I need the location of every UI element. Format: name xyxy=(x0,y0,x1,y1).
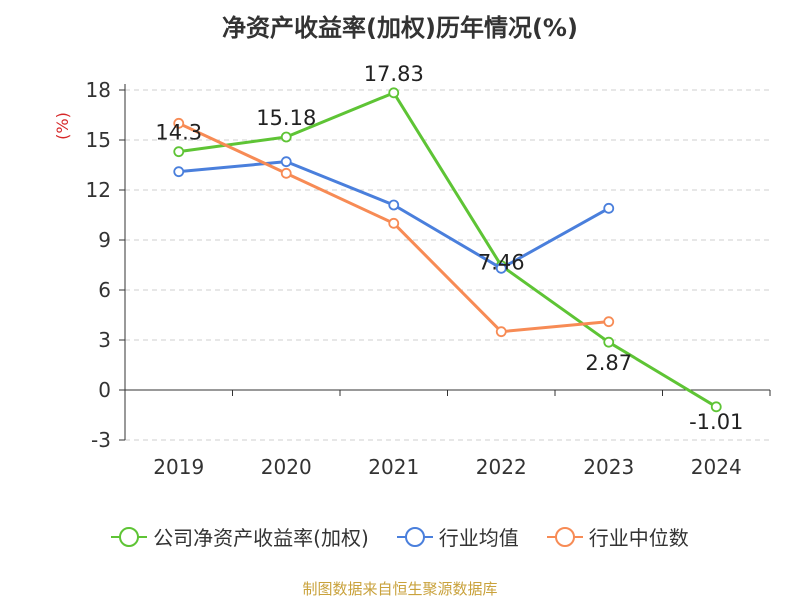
x-tick-label: 2023 xyxy=(583,455,634,479)
legend-label: 行业中位数 xyxy=(588,526,689,550)
data-point[interactable] xyxy=(173,166,185,178)
x-tick-label: 2019 xyxy=(153,455,204,479)
legend-marker-icon xyxy=(396,526,433,548)
data-point[interactable] xyxy=(388,199,400,211)
chart-legend: 公司净资产收益率(加权) 行业均值 行业中位数 xyxy=(0,522,800,551)
y-axis-label: (%) xyxy=(53,112,72,140)
y-tick-label: 6 xyxy=(98,278,111,302)
legend-marker-icon xyxy=(546,526,583,548)
data-label: 17.83 xyxy=(364,62,424,86)
y-tick-label: 9 xyxy=(98,228,111,252)
x-tick-label: 2024 xyxy=(691,455,742,479)
data-label: 2.87 xyxy=(585,351,632,375)
data-label: 7.46 xyxy=(478,251,525,275)
data-point[interactable] xyxy=(173,117,185,129)
source-note: 制图数据来自恒生聚源数据库 xyxy=(302,580,498,598)
y-tick-label: 0 xyxy=(98,378,111,402)
data-point[interactable] xyxy=(388,217,400,229)
data-label: 14.3 xyxy=(155,121,202,145)
y-tick-label: 3 xyxy=(98,328,111,352)
data-point[interactable] xyxy=(495,326,507,338)
data-point[interactable] xyxy=(603,336,615,348)
series-line-1 xyxy=(178,160,610,270)
legend-item-industry-mean[interactable]: 行业均值 xyxy=(396,522,519,551)
legend-label: 公司净资产收益率(加权) xyxy=(153,526,369,550)
x-tick-label: 2022 xyxy=(476,455,527,479)
legend-item-industry-median[interactable]: 行业中位数 xyxy=(546,522,689,551)
x-tick-label: 2020 xyxy=(261,455,312,479)
y-tick-label: 15 xyxy=(86,128,111,152)
x-tick-label: 2021 xyxy=(368,455,419,479)
data-point[interactable] xyxy=(280,167,292,179)
data-label: 15.18 xyxy=(256,106,316,130)
y-tick-label: 18 xyxy=(86,78,111,102)
data-label: -1.01 xyxy=(689,410,743,434)
data-point[interactable] xyxy=(388,87,400,99)
legend-marker-icon xyxy=(111,526,148,548)
chart-title: 净资产收益率(加权)历年情况(%) xyxy=(222,14,578,42)
data-point[interactable] xyxy=(280,156,292,168)
data-point[interactable] xyxy=(173,146,185,158)
y-tick-label: 12 xyxy=(86,178,111,202)
series-line-0 xyxy=(178,91,718,409)
data-point[interactable] xyxy=(710,401,722,413)
legend-item-company[interactable]: 公司净资产收益率(加权) xyxy=(111,522,369,551)
data-point[interactable] xyxy=(280,131,292,143)
y-tick-label: -3 xyxy=(91,428,111,452)
legend-label: 行业均值 xyxy=(438,526,519,550)
data-point[interactable] xyxy=(603,316,615,328)
data-point[interactable] xyxy=(603,202,615,214)
data-point[interactable] xyxy=(495,262,507,274)
